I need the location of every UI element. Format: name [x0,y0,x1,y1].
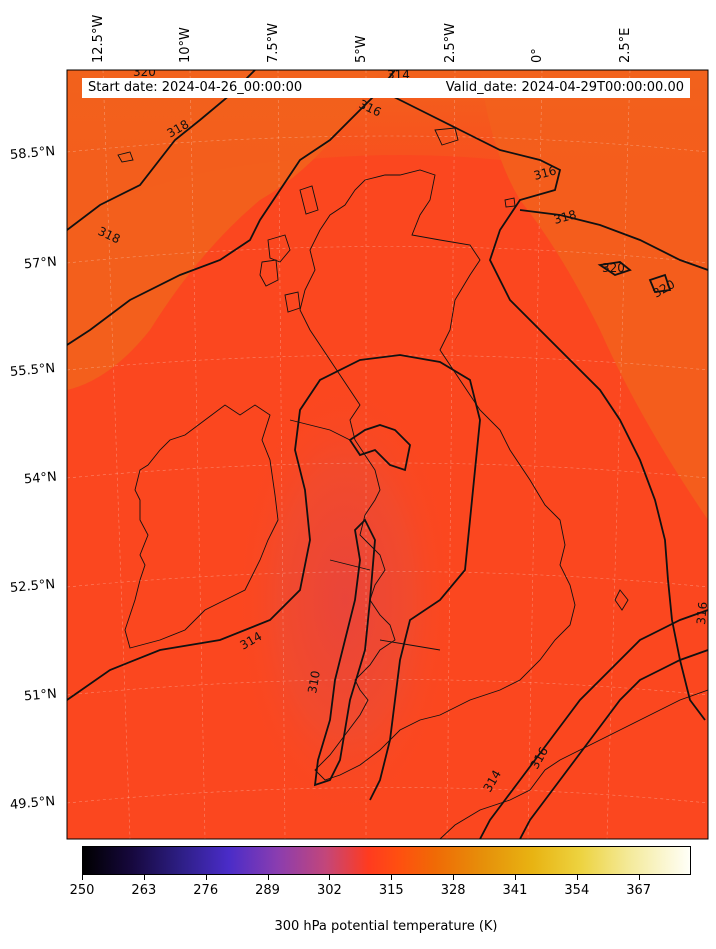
colorbar-title: 300 hPa potential temperature (K) [274,919,498,934]
lon-label: 7.5°W [266,22,281,63]
colorbar [82,846,691,875]
colorbar-tick [576,875,578,880]
colorbar-tick [267,875,269,880]
cool-core [235,380,455,820]
colorbar-tick-label: 328 [440,883,466,898]
colorbar-tick [514,875,516,880]
colorbar-tick [638,875,640,880]
contour-label: 318 [552,207,578,226]
colorbar-tick [329,875,331,880]
graticule [67,70,708,839]
contour-label: 316 [694,601,710,625]
contour-label: 310 [305,670,323,695]
colorbar-tick [82,875,83,880]
coastlines [117,127,708,839]
lat-label: 51°N [23,686,58,705]
colorbar-tick-label: 341 [502,883,528,898]
lat-label: 57°N [23,254,58,273]
coast-france [439,689,708,839]
colorbar-tick-label: 315 [378,883,404,898]
map-frame [66,69,709,840]
colorbar-tick [205,875,207,880]
colorbar-tick [453,875,455,880]
colorbar-tick-label: 263 [131,883,157,898]
contour-label: 316 [532,163,558,182]
lon-label: 10°W [178,27,193,63]
contour-label: 320 [602,261,625,275]
colorbar-tick-label: 276 [193,883,219,898]
lon-label: 2.5°W [443,22,458,63]
colorbar-tick [143,875,145,880]
lon-label: 0° [530,48,545,63]
date-header: Start date: 2024-04-26_00:00:00 Valid_da… [82,78,690,98]
coast-ireland [124,404,279,649]
lat-label: 54°N [23,469,58,488]
colorbar-tick-label: 302 [316,883,342,898]
contour-label: 320 [133,65,156,79]
colorbar-tick-label: 250 [69,883,95,898]
colorbar-tick [391,875,393,880]
colorbar-tick-label: 367 [626,883,652,898]
colorbar-tick-label: 354 [564,883,590,898]
lon-label: 2.5°E [618,27,633,63]
start-date: Start date: 2024-04-26_00:00:00 [88,80,303,95]
lon-label: 5°W [354,35,369,63]
lon-label: 12.5°W [91,14,106,63]
valid-date: Valid_date: 2024-04-29T00:00:00.00 [445,80,684,95]
warm-region-north [67,70,708,230]
colorbar-tick-label: 289 [255,883,280,898]
coast-great-britain [299,169,576,781]
